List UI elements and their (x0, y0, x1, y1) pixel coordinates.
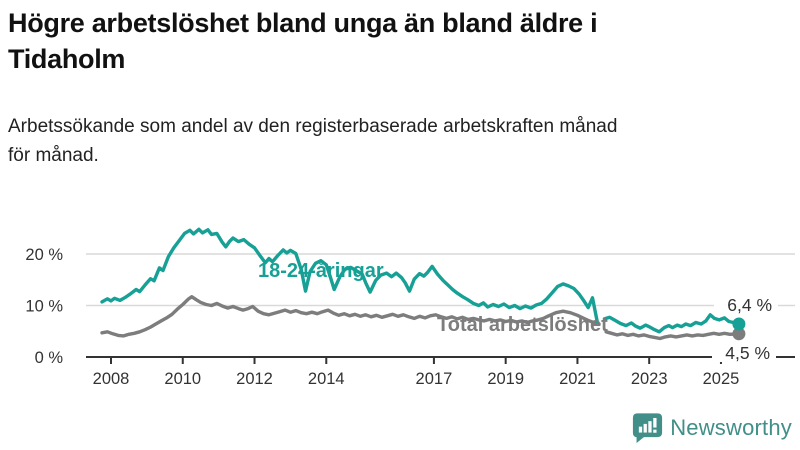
end-dot-youth (732, 317, 746, 331)
x-tick-label: 2012 (236, 370, 273, 388)
series-line-youth (100, 227, 599, 324)
logo-exclamation-stem (653, 417, 657, 428)
series-line-total (100, 295, 601, 338)
logo-exclamation-dot (653, 429, 657, 433)
x-tick-label: 2025 (703, 370, 740, 388)
end-label-bg-youth (714, 295, 778, 314)
x-tick-label: 2010 (164, 370, 201, 388)
end-value-label-youth: 6,4 % (727, 295, 772, 315)
x-tick-label: 2023 (631, 370, 668, 388)
chart-subtitle: Arbetssökande som andel av den registerb… (8, 116, 618, 167)
series-label-youth: 18-24-åringar (258, 259, 384, 282)
newsworthy-logo-icon (633, 413, 663, 444)
end-value-label-total: 4,5 % (725, 343, 770, 363)
end-label-bg-total (712, 343, 776, 362)
series-label-total: Total arbetslöshet (437, 314, 608, 336)
chart-title: Högre arbetslöshet bland unga än bland ä… (8, 8, 598, 74)
y-tick-label: 20 % (25, 246, 63, 264)
logo-bar-1 (639, 426, 643, 433)
x-tick-label: 2021 (559, 370, 596, 388)
logo-bar-3 (648, 421, 652, 433)
newsworthy-logo-text: Newsworthy (670, 415, 792, 440)
x-tick-label: 2019 (487, 370, 524, 388)
newsworthy-logo: Newsworthy (632, 412, 792, 444)
logo-bar-2 (643, 423, 648, 433)
series-line-total (604, 330, 741, 341)
end-dot-total (732, 327, 746, 341)
series-line-youth (602, 313, 741, 334)
y-tick-label: 10 % (25, 298, 63, 316)
x-tick-label: 2017 (416, 370, 453, 388)
x-tick-label: 2008 (93, 370, 130, 388)
y-tick-label: 0 % (35, 349, 64, 367)
x-tick-label: 2014 (308, 370, 345, 388)
